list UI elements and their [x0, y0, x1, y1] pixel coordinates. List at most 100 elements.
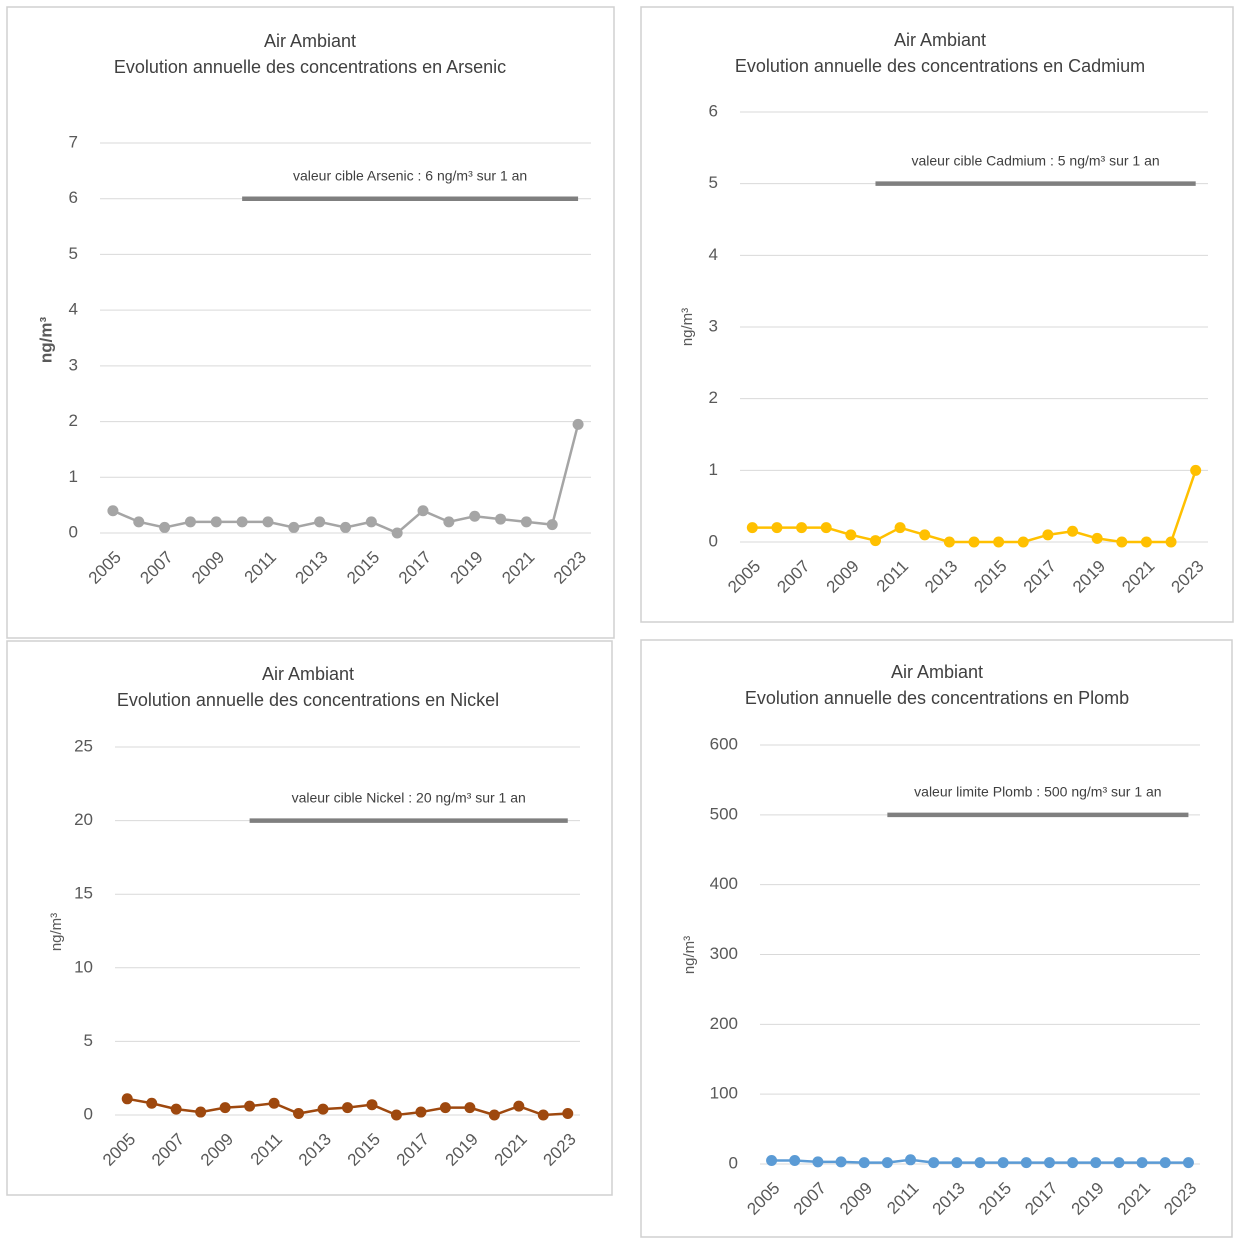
data-point	[993, 536, 1005, 548]
data-point	[293, 1108, 305, 1120]
y-tick-label: 3	[69, 355, 78, 374]
chart-subtitle: Evolution annuelle des concentrations en…	[114, 57, 506, 77]
data-point	[520, 516, 532, 528]
data-point	[469, 510, 481, 522]
panel	[640, 6, 1234, 623]
chart-subtitle: Evolution annuelle des concentrations en…	[745, 688, 1129, 708]
data-point	[219, 1102, 231, 1114]
data-point	[365, 516, 377, 528]
y-tick-label: 3	[709, 316, 718, 335]
data-point	[439, 1102, 451, 1114]
data-point	[1020, 1157, 1032, 1169]
data-point	[905, 1154, 917, 1166]
chart-subtitle: Evolution annuelle des concentrations en…	[735, 56, 1145, 76]
chart-title: Air Ambiant	[894, 30, 986, 50]
data-point	[1090, 1157, 1102, 1169]
y-tick-label: 4	[69, 300, 78, 319]
data-point	[562, 1108, 574, 1120]
data-point	[1116, 536, 1128, 548]
chart-subtitle: Evolution annuelle des concentrations en…	[117, 690, 499, 710]
data-point	[928, 1157, 940, 1169]
data-point	[766, 1155, 778, 1167]
data-point	[537, 1109, 549, 1121]
data-point	[170, 1103, 182, 1115]
data-point	[288, 521, 300, 533]
data-point	[417, 505, 429, 517]
chart-title: Air Ambiant	[264, 31, 356, 51]
data-point	[1159, 1157, 1171, 1169]
y-tick-label: 600	[710, 734, 738, 753]
data-point	[1067, 525, 1079, 537]
data-point	[133, 516, 145, 528]
y-tick-label: 25	[74, 736, 93, 755]
data-point	[951, 1157, 963, 1169]
data-point	[342, 1102, 353, 1114]
data-point	[268, 1097, 280, 1109]
data-point	[1017, 536, 1029, 548]
y-tick-label: 15	[74, 884, 93, 903]
data-point	[1182, 1157, 1194, 1169]
data-point	[968, 536, 980, 548]
data-point	[210, 516, 222, 528]
y-tick-label: 6	[709, 101, 718, 120]
y-axis-label: ng/m³	[36, 317, 55, 364]
y-tick-label: 500	[710, 804, 738, 823]
data-point	[546, 519, 558, 531]
data-point	[943, 536, 955, 548]
data-point	[244, 1100, 256, 1112]
data-point	[997, 1157, 1009, 1169]
panel	[640, 639, 1233, 1238]
data-point	[464, 1102, 476, 1114]
data-point	[820, 522, 832, 534]
y-tick-label: 0	[69, 522, 78, 541]
panel	[6, 640, 613, 1196]
y-tick-label: 0	[709, 531, 718, 550]
y-tick-label: 5	[69, 244, 78, 263]
data-point	[121, 1093, 133, 1105]
data-point	[415, 1106, 427, 1118]
data-point	[1042, 529, 1054, 541]
data-point	[974, 1157, 986, 1169]
data-point	[107, 505, 119, 517]
y-tick-label: 1	[69, 467, 78, 486]
data-point	[495, 513, 507, 525]
data-point	[1136, 1157, 1148, 1169]
data-point	[789, 1155, 801, 1167]
chart-title: Air Ambiant	[262, 664, 354, 684]
y-tick-label: 5	[709, 173, 718, 192]
y-tick-label: 10	[74, 957, 93, 976]
data-point	[236, 516, 248, 528]
chart-title: Air Ambiant	[891, 662, 983, 682]
data-point	[881, 1157, 893, 1169]
data-point	[1043, 1157, 1055, 1169]
data-point	[894, 522, 906, 534]
y-tick-label: 20	[74, 810, 93, 829]
data-point	[746, 522, 758, 534]
y-tick-label: 5	[84, 1031, 93, 1050]
data-point	[195, 1106, 207, 1118]
target-label: valeur cible Nickel : 20 ng/m³ sur 1 an	[292, 789, 526, 805]
data-point	[1165, 536, 1177, 548]
data-point	[835, 1156, 847, 1168]
data-point	[858, 1157, 870, 1169]
data-point	[443, 516, 455, 528]
data-point	[1067, 1157, 1079, 1169]
data-point	[572, 418, 584, 430]
y-tick-label: 2	[69, 411, 78, 430]
data-point	[845, 529, 857, 541]
data-point	[1140, 536, 1152, 548]
y-tick-label: 100	[710, 1084, 738, 1103]
y-axis-label: ng/m³	[681, 936, 698, 974]
y-tick-label: 0	[84, 1104, 93, 1123]
y-tick-label: 2	[709, 388, 718, 407]
data-point	[771, 522, 783, 534]
data-point	[391, 527, 403, 539]
data-point	[1113, 1157, 1125, 1169]
data-point	[1091, 532, 1103, 544]
data-point	[390, 1109, 402, 1121]
y-tick-label: 300	[710, 944, 738, 963]
data-point	[159, 521, 171, 533]
data-point	[812, 1156, 824, 1168]
y-tick-label: 400	[710, 874, 738, 893]
